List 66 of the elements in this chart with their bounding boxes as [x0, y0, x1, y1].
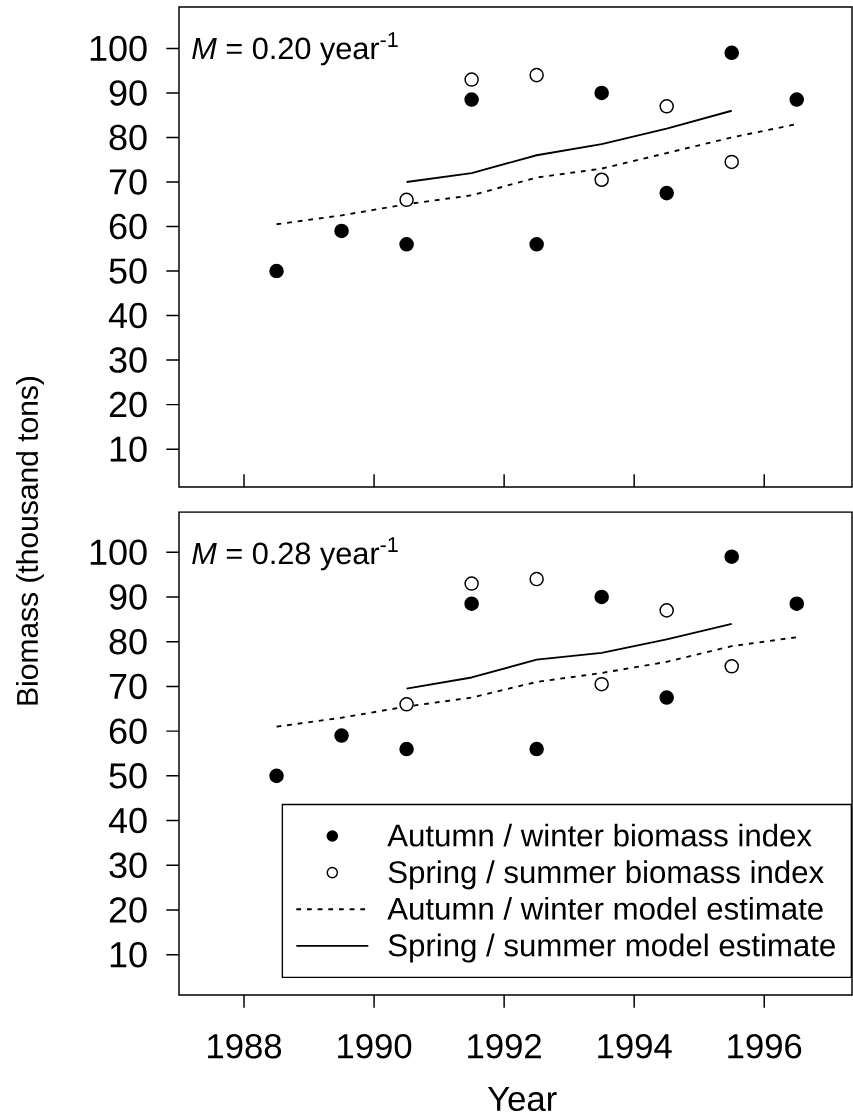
y-tick-label: 50: [109, 763, 147, 789]
y-tick-label: 100: [90, 35, 147, 62]
point: [529, 571, 544, 587]
y-tick-label: 90: [109, 80, 147, 106]
y-tick-label: 20: [109, 391, 147, 418]
y-tick-label: 60: [109, 718, 147, 744]
point: [659, 185, 674, 201]
y-tick-label: 40: [108, 302, 147, 329]
y-tick-label: 40: [108, 807, 147, 834]
point: [399, 697, 414, 712]
point: [334, 223, 349, 239]
y-tick-label: 100: [90, 539, 147, 565]
point: [464, 92, 479, 107]
y-tick-label: 10: [110, 436, 147, 462]
point: [724, 659, 739, 674]
y-tick-label: 70: [109, 169, 147, 195]
x-tick-label: 1990: [338, 1033, 412, 1059]
point: [269, 768, 284, 784]
annotation: M = 0.20 year$^{-1}$: [192, 32, 398, 66]
annotation: M = 0.28 year$^{-1}$: [192, 537, 398, 571]
point: [529, 67, 544, 83]
point: [399, 192, 414, 208]
point: [724, 549, 739, 564]
point: [594, 676, 609, 692]
point: [529, 237, 544, 252]
x-tick-label: 1994: [598, 1033, 672, 1059]
point: [464, 576, 479, 591]
y-axis-title: Biomass (thousand tons): [16, 377, 44, 705]
point: [269, 263, 284, 279]
y-tick-label: 10: [110, 942, 147, 968]
point: [789, 596, 805, 611]
point: [594, 172, 609, 188]
y-tick-label: 20: [109, 897, 147, 923]
line-series: [405, 109, 733, 183]
point: [529, 741, 544, 757]
point: [399, 741, 414, 757]
y-tick-label: 50: [109, 258, 147, 284]
x-tick-label: 1992: [468, 1033, 541, 1059]
legend-label: Spring / summer model estimate: [388, 933, 835, 963]
point: [659, 690, 674, 705]
point: [399, 237, 414, 252]
point: [334, 728, 349, 743]
point: [659, 99, 674, 114]
y-tick-label: 60: [109, 213, 147, 240]
point: [724, 45, 739, 61]
legend-label: Spring / summer biomass index: [388, 860, 824, 890]
point: [594, 85, 609, 101]
y-tick-label: 90: [109, 584, 147, 610]
line-series: [275, 636, 798, 728]
y-tick-label: 80: [109, 124, 147, 151]
y-tick-label: 30: [109, 852, 147, 879]
x-tick-label: 1988: [208, 1033, 282, 1059]
x-tick-label: 1996: [728, 1033, 802, 1059]
point: [464, 72, 479, 87]
legend-label: Autumn / winter model estimate: [387, 896, 823, 920]
legend-label: Autumn / winter biomass index: [387, 823, 812, 847]
point: [594, 589, 609, 605]
y-tick-label: 30: [109, 347, 147, 373]
y-tick-label: 80: [109, 628, 147, 655]
point: [464, 596, 479, 611]
x-axis-title: Year: [487, 1086, 557, 1112]
point: [659, 603, 674, 618]
point: [724, 154, 739, 170]
point: [789, 92, 805, 107]
y-tick-label: 70: [109, 673, 147, 700]
line-series: [405, 622, 733, 690]
